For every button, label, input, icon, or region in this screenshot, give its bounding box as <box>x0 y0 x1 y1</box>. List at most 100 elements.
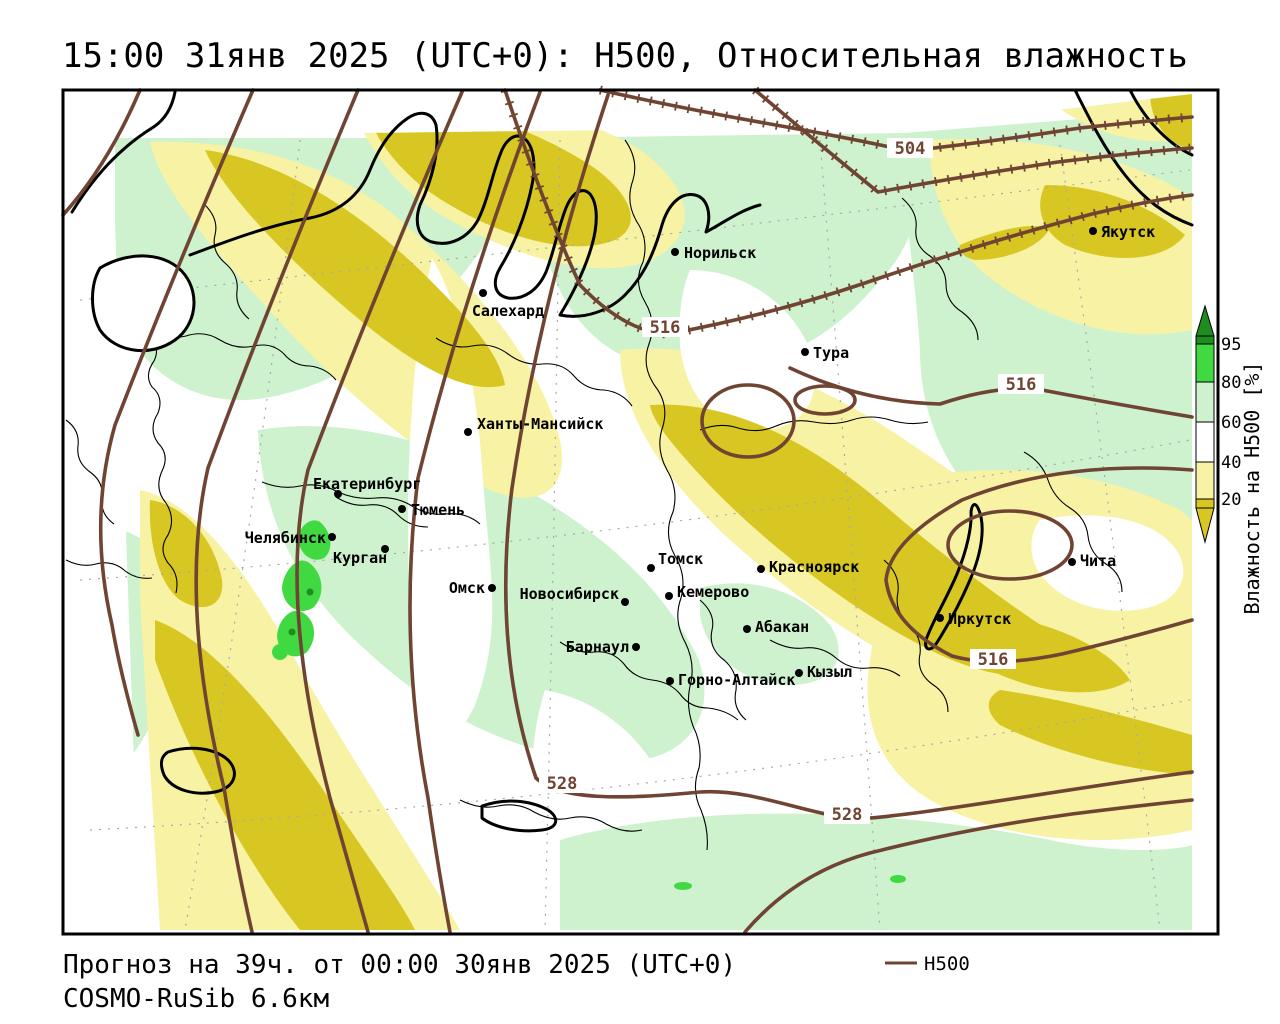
city-dot <box>1068 558 1076 566</box>
model-info-text: COSMO-RuSib 6.6км <box>63 984 329 1014</box>
lake <box>159 746 236 795</box>
humidity-below-20-region <box>650 404 1080 677</box>
colorbar-segment-40-60 <box>1195 421 1215 463</box>
city-label: Абакан <box>755 618 809 636</box>
h500-contour-516 <box>503 88 1194 336</box>
city-label: Чита <box>1080 552 1116 570</box>
graticule-layer <box>79 139 1191 931</box>
contour-label-text: 516 <box>1006 375 1037 395</box>
humidity-80-95-patch <box>674 882 692 890</box>
colorbar-segment-80-95 <box>1195 343 1215 383</box>
contour-labels-layer: 504 516 516 516 528 528 <box>539 138 1044 825</box>
city-dot <box>666 677 674 685</box>
cities-layer: Норильск Салехард Тура Якутск Ханты-Манс… <box>245 223 1155 689</box>
city-dot <box>328 533 336 541</box>
city-label: Тура <box>813 344 849 362</box>
admin-border <box>769 639 901 677</box>
city-dot <box>488 584 496 592</box>
humidity-80-95-patch <box>277 610 315 657</box>
contour-label-bg <box>887 138 933 158</box>
colorbar-tick: 40 <box>1221 453 1241 473</box>
page-title: 15:00 31янв 2025 (UTC+0): H500, Относите… <box>62 36 1188 76</box>
humidity-60-80-region <box>700 583 839 685</box>
city-dot <box>632 643 640 651</box>
humidity-below-20-region <box>959 225 1050 260</box>
coastline-island <box>91 254 196 353</box>
humidity-below-20-region <box>970 615 1130 693</box>
admin-border <box>901 197 979 341</box>
coastline-layer <box>70 88 1194 833</box>
humidity-40-60-region <box>408 258 493 738</box>
admin-border <box>699 599 747 721</box>
h500-contour-516 <box>884 466 1194 664</box>
h500-contour <box>295 90 464 934</box>
humidity-80-95-patch <box>282 560 322 611</box>
contour-label: 528 <box>824 804 870 825</box>
map-frame <box>61 88 1220 936</box>
city-label: Иркутск <box>948 610 1011 628</box>
city-label: Норильск <box>684 244 756 262</box>
humidity-above-95-patch <box>306 588 314 596</box>
city-dot <box>757 565 765 573</box>
humidity-colorbar: 95 80 60 40 20 Влажность на H500 [%] <box>1195 304 1264 615</box>
contour-label-bg <box>642 317 688 337</box>
humidity-80-95-patch <box>272 644 288 660</box>
h500-legend: H500 <box>885 953 970 975</box>
contour-label-bg <box>539 773 585 793</box>
footer: Прогноз на 39ч. от 00:00 30янв 2025 (UTC… <box>63 950 970 1014</box>
colorbar-tick: 80 <box>1221 373 1241 393</box>
map-area: 504 516 516 516 528 528 <box>61 85 1264 936</box>
contour-label-bg <box>970 649 1016 669</box>
h500-contour-layer <box>61 85 1194 934</box>
colorbar-axis-label: Влажность на H500 [%] <box>1240 362 1264 615</box>
h500-contour-516 <box>788 366 1194 419</box>
h500-contour <box>61 88 142 217</box>
contour-label: 504 <box>887 138 933 159</box>
admin-border <box>699 416 929 432</box>
city-dot <box>334 490 342 498</box>
coastline <box>1073 88 1194 227</box>
city-dot <box>795 669 803 677</box>
contour-label-text: 516 <box>978 650 1009 670</box>
contour-label: 516 <box>970 649 1016 670</box>
admin-border <box>435 337 633 407</box>
admin-border <box>559 641 739 721</box>
city-dot <box>1089 227 1097 235</box>
humidity-below-20-region <box>149 500 223 608</box>
admin-border <box>624 139 708 851</box>
city-label: Омск <box>449 579 485 597</box>
city-dot <box>671 248 679 256</box>
city-label: Салехард <box>472 302 544 320</box>
city-label: Екатеринбург <box>313 475 421 493</box>
graticule-line <box>79 169 1191 301</box>
coastline <box>70 90 177 214</box>
forecast-info-text: Прогноз на 39ч. от 00:00 30янв 2025 (UTC… <box>63 950 736 980</box>
city-dot <box>743 625 751 633</box>
humidity-60-80-region <box>560 813 1192 930</box>
coastline <box>188 111 762 318</box>
city-dot <box>665 592 673 600</box>
humidity-below-20-region <box>1150 94 1192 150</box>
humidity-80-95-patch <box>298 520 331 560</box>
city-label: Ханты-Мансийск <box>477 415 603 433</box>
contour-label-text: 516 <box>650 318 681 338</box>
contour-label-text: 504 <box>895 139 926 159</box>
city-label: Новосибирск <box>520 585 619 603</box>
contour-label: 516 <box>642 317 688 338</box>
h500-contour <box>753 88 1194 194</box>
colorbar-segment-above-95 <box>1195 335 1215 345</box>
colorbar-tick: 95 <box>1221 335 1241 355</box>
colorbar-segment-60-80 <box>1195 381 1215 423</box>
humidity-above-95-patch <box>288 628 296 636</box>
humidity-below-20-region <box>155 620 415 930</box>
admin-border <box>147 334 178 594</box>
colorbar-tick: 20 <box>1221 490 1241 510</box>
contour-label-bg <box>824 804 870 824</box>
admin-border <box>65 559 153 579</box>
admin-border <box>335 496 429 528</box>
h500-contour <box>98 88 255 737</box>
city-label: Кемерово <box>677 583 749 601</box>
city-label: Тюмень <box>411 501 465 519</box>
city-label: Горно-Алтайск <box>678 671 795 689</box>
colorbar-tick: 60 <box>1221 413 1241 433</box>
